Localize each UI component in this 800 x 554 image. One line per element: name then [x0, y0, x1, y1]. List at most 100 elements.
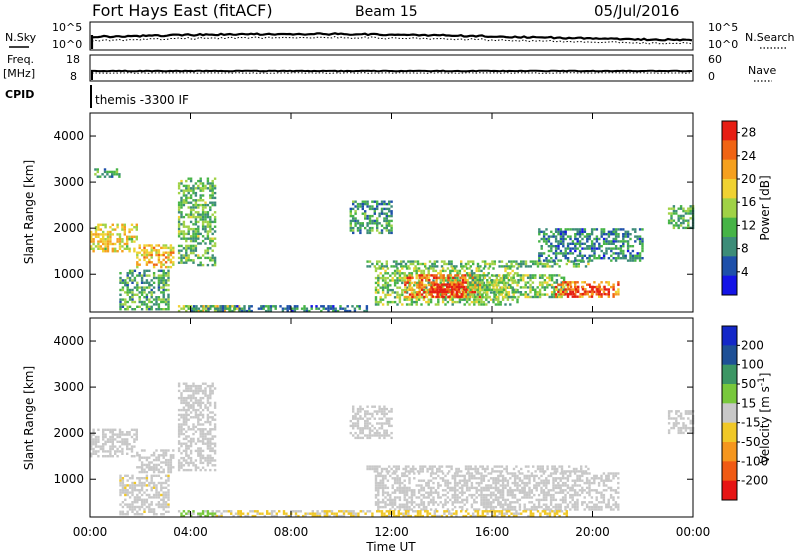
heatmap-cell — [429, 298, 433, 301]
heatmap-cell — [124, 503, 127, 506]
heatmap-cell — [377, 303, 380, 306]
heatmap-cell — [211, 382, 214, 385]
heatmap-cell — [588, 283, 591, 286]
heatmap-cell — [614, 240, 618, 243]
heatmap-cell — [182, 399, 186, 402]
heatmap-cell — [152, 291, 156, 294]
heatmap-cell — [332, 309, 335, 313]
heatmap-cell — [157, 470, 161, 474]
heatmap-cell — [162, 451, 165, 455]
heatmap-cell — [143, 286, 146, 289]
heatmap-cell — [538, 252, 541, 255]
heatmap-cell — [197, 215, 200, 219]
heatmap-cell — [121, 303, 125, 306]
heatmap-cell — [417, 496, 421, 499]
heatmap-cell — [403, 288, 406, 292]
heatmap-cell — [104, 435, 107, 439]
heatmap-cell — [383, 415, 386, 418]
heatmap-cell — [454, 274, 457, 277]
heatmap-cell — [526, 281, 530, 284]
heatmap-cell — [201, 512, 205, 515]
heatmap-cell — [136, 484, 139, 487]
heatmap-cell — [160, 291, 163, 294]
heatmap-cell — [475, 501, 478, 504]
heatmap-cell — [465, 479, 469, 482]
heatmap-cell — [559, 290, 562, 294]
heatmap-cell — [641, 249, 644, 253]
heatmap-cell — [386, 288, 390, 292]
heatmap-cell — [439, 293, 442, 297]
heatmap-cell — [97, 242, 100, 246]
heatmap-cell — [574, 237, 577, 241]
heatmap-cell — [157, 279, 161, 282]
heatmap-cell — [393, 472, 397, 475]
heatmap-cell — [377, 288, 380, 292]
heatmap-cell — [111, 250, 114, 253]
heatmap-cell — [152, 484, 156, 487]
heatmap-cell — [150, 503, 153, 506]
heatmap-cell — [469, 283, 472, 287]
heatmap-cell — [376, 224, 379, 227]
heatmap-cell — [449, 274, 453, 277]
heatmap-cell — [145, 474, 149, 477]
heatmap-cell — [180, 256, 183, 260]
heatmap-cell — [121, 510, 125, 513]
heatmap-cell — [383, 431, 386, 435]
heatmap-cell — [612, 285, 615, 289]
heatmap-cell — [177, 215, 181, 219]
heatmap-cell — [366, 200, 369, 203]
heatmap-cell — [386, 281, 390, 285]
heatmap-cell — [492, 501, 495, 504]
heatmap-cell — [578, 228, 582, 231]
heatmap-cell — [332, 307, 335, 310]
heatmap-cell — [598, 285, 601, 289]
heatmap-cell — [177, 510, 181, 513]
heatmap-cell — [475, 486, 478, 490]
heatmap-cell — [422, 496, 426, 499]
heatmap-cell — [420, 479, 423, 482]
heatmap-cell — [167, 279, 170, 282]
heatmap-cell — [131, 484, 134, 487]
heatmap-cell — [385, 214, 388, 218]
heatmap-cell — [477, 481, 481, 485]
heatmap-cell — [383, 436, 386, 440]
heatmap-cell — [225, 305, 229, 308]
heatmap-cell — [201, 305, 205, 308]
heatmap-cell — [522, 260, 525, 263]
heatmap-cell — [534, 274, 537, 277]
heatmap-cell — [417, 279, 421, 282]
heatmap-cell — [684, 209, 688, 213]
heatmap-cell — [431, 465, 434, 468]
heatmap-cell — [354, 412, 357, 416]
heatmap-cell — [408, 486, 411, 490]
heatmap-cell — [448, 470, 451, 473]
heatmap-cell — [578, 235, 582, 238]
heatmap-cell — [564, 281, 567, 284]
heatmap-cell — [356, 219, 360, 223]
heatmap-cell — [182, 420, 186, 424]
heatmap-cell — [590, 233, 594, 236]
heatmap-cell — [169, 468, 173, 471]
heatmap-cell — [453, 486, 457, 490]
heatmap-cell — [565, 470, 568, 473]
heatmap-cell — [427, 501, 430, 504]
heatmap-cell — [670, 219, 673, 222]
heatmap-cell — [206, 177, 210, 180]
heatmap-cell — [157, 281, 161, 284]
heatmap-cell — [407, 260, 410, 263]
heatmap-cell — [209, 404, 212, 407]
heatmap-cell — [130, 435, 134, 439]
heatmap-cell — [405, 274, 409, 277]
heatmap-cell — [194, 191, 198, 195]
heatmap-cell — [468, 472, 471, 475]
heatmap-cell — [541, 293, 544, 296]
heatmap-cell — [405, 303, 409, 306]
heatmap-cell — [440, 276, 443, 279]
heatmap-cell — [670, 214, 673, 218]
heatmap-cell — [545, 477, 548, 480]
heatmap-cell — [396, 303, 399, 306]
heatmap-cell — [199, 387, 202, 390]
heatmap-cell — [194, 206, 198, 209]
colorbar-segment — [722, 198, 737, 219]
heatmap-cell — [167, 493, 170, 497]
